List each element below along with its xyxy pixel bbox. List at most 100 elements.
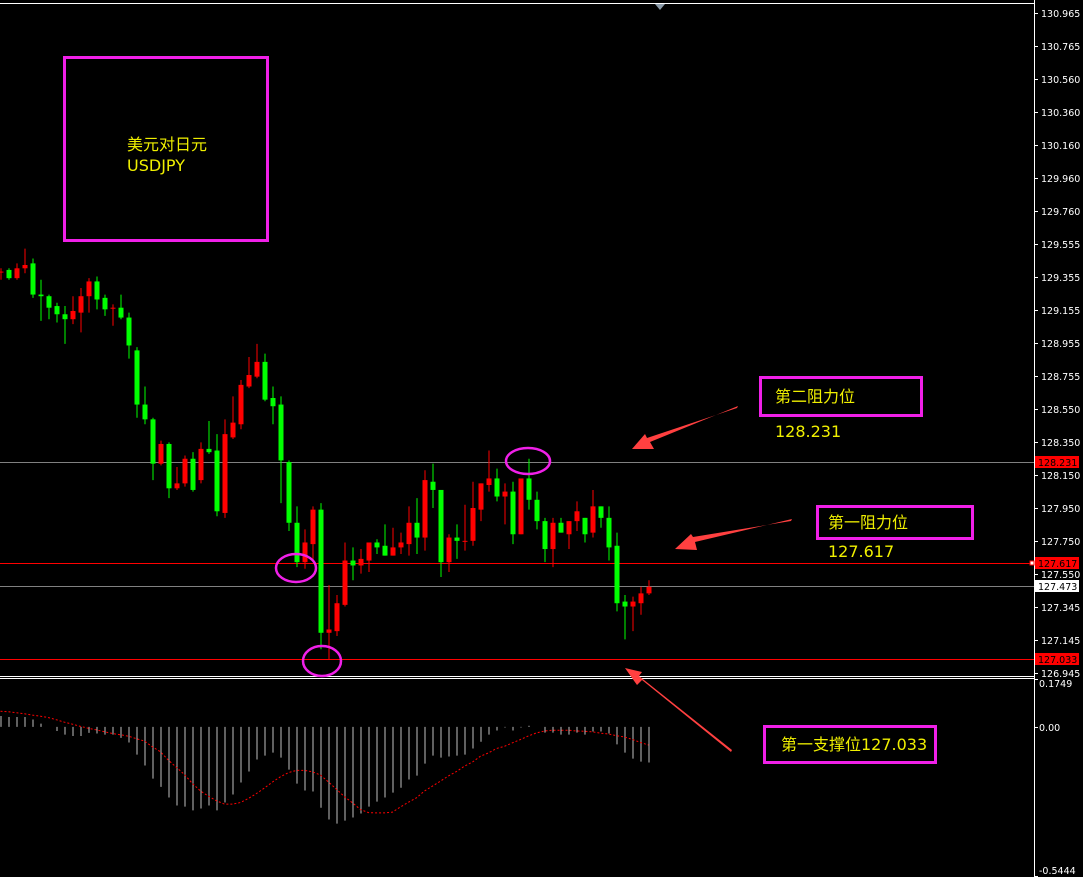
candle-up[interactable] [646, 580, 652, 596]
candle-up[interactable] [574, 501, 580, 531]
candle-down[interactable] [382, 524, 388, 556]
candle-down[interactable] [558, 517, 564, 533]
candle-down[interactable] [598, 506, 604, 528]
candle-up[interactable] [566, 521, 572, 550]
candle-up[interactable] [14, 263, 20, 280]
candle-up[interactable] [638, 586, 644, 615]
candle-down[interactable] [190, 452, 196, 492]
candle-up[interactable] [358, 549, 364, 574]
candle-down[interactable] [542, 517, 548, 563]
candle-down[interactable] [54, 302, 60, 323]
candle-down[interactable] [454, 524, 460, 559]
candle-down[interactable] [94, 276, 100, 310]
candle-body [214, 450, 220, 512]
arrow-icon[interactable] [675, 519, 792, 550]
candle-down[interactable] [622, 595, 628, 640]
candle-up[interactable] [222, 419, 228, 518]
y-tick-label: 129.355 [1041, 273, 1080, 284]
candle-body [494, 478, 500, 497]
level-marker-icon[interactable] [1029, 560, 1035, 566]
candle-down[interactable] [278, 396, 284, 504]
symbol-title-box[interactable]: 美元对日元 USDJPY [63, 56, 269, 242]
candle-up[interactable] [422, 470, 428, 551]
candle-down[interactable] [206, 420, 212, 454]
candle-down[interactable] [30, 258, 36, 298]
candle-up[interactable] [366, 542, 372, 573]
candle-up[interactable] [70, 296, 76, 325]
candle-up[interactable] [110, 304, 116, 326]
highlight-circle[interactable] [274, 552, 318, 584]
candle-down[interactable] [294, 506, 300, 568]
candle-up[interactable] [390, 527, 396, 556]
candle-down[interactable] [374, 539, 380, 554]
candle-down[interactable] [510, 481, 516, 545]
candle-down[interactable] [150, 417, 156, 481]
arrow-icon[interactable] [632, 406, 738, 449]
candle-up[interactable] [310, 506, 316, 561]
candle-down[interactable] [126, 312, 132, 359]
arrow-icon[interactable] [625, 668, 732, 752]
candle-up[interactable] [470, 481, 476, 546]
candle-down[interactable] [534, 491, 540, 530]
chart-shift-marker-icon[interactable] [655, 4, 665, 10]
candle-up[interactable] [518, 478, 524, 535]
candle-up[interactable] [342, 542, 348, 607]
candle-down[interactable] [526, 458, 532, 510]
candle-down[interactable] [38, 279, 44, 321]
candle-up[interactable] [446, 534, 452, 573]
candle-up[interactable] [302, 529, 308, 569]
candle-up[interactable] [550, 517, 556, 568]
candle-down[interactable] [614, 532, 620, 612]
candle-up[interactable] [590, 489, 596, 538]
candle-down[interactable] [318, 503, 324, 650]
candle-down[interactable] [494, 468, 500, 502]
candle-up[interactable] [478, 483, 484, 522]
candle-up[interactable] [238, 379, 244, 430]
candle-down[interactable] [286, 460, 292, 531]
candle-up[interactable] [0, 268, 4, 280]
resistance-1-label[interactable]: 第一阻力位127.617 [816, 505, 974, 561]
candle-up[interactable] [198, 442, 204, 484]
candle-up[interactable] [630, 596, 636, 632]
candle-down[interactable] [606, 506, 612, 561]
resistance-2-label[interactable]: 第二阻力位128.231 [759, 376, 923, 441]
highlight-circle[interactable] [301, 644, 343, 678]
candle-down[interactable] [102, 294, 108, 316]
candle-down[interactable] [430, 463, 436, 508]
candle-up[interactable] [486, 450, 492, 492]
candle-up[interactable] [230, 396, 236, 440]
candle-down[interactable] [166, 442, 172, 499]
candle-down[interactable] [270, 386, 276, 425]
candle-down[interactable] [214, 434, 220, 517]
candle-up[interactable] [246, 356, 252, 389]
candle-body [630, 601, 636, 607]
candle-up[interactable] [78, 288, 84, 333]
candle-body [190, 458, 196, 490]
candle-body [638, 593, 644, 604]
candle-body [6, 269, 12, 279]
candle-up[interactable] [334, 595, 340, 637]
candle-up[interactable] [182, 455, 188, 487]
candle-down[interactable] [46, 294, 52, 320]
candle-down[interactable] [62, 306, 68, 344]
candle-up[interactable] [502, 483, 508, 525]
candle-down[interactable] [118, 294, 124, 320]
highlight-circle[interactable] [504, 446, 552, 476]
candle-up[interactable] [158, 440, 164, 466]
candle-up[interactable] [462, 504, 468, 551]
candle-down[interactable] [6, 268, 12, 280]
candle-down[interactable] [262, 353, 268, 402]
candle-up[interactable] [406, 506, 412, 556]
candle-down[interactable] [350, 547, 356, 581]
candle-down[interactable] [438, 489, 444, 577]
support-1-label[interactable]: 第一支撑位127.033 [763, 725, 937, 764]
candle-down[interactable] [134, 347, 140, 418]
candle-down[interactable] [414, 498, 420, 554]
candle-down[interactable] [142, 386, 148, 425]
candle-up[interactable] [22, 248, 28, 274]
candle-down[interactable] [582, 517, 588, 543]
candle-up[interactable] [174, 466, 180, 490]
candle-up[interactable] [254, 343, 260, 379]
candle-up[interactable] [86, 278, 92, 313]
candle-up[interactable] [398, 532, 404, 554]
